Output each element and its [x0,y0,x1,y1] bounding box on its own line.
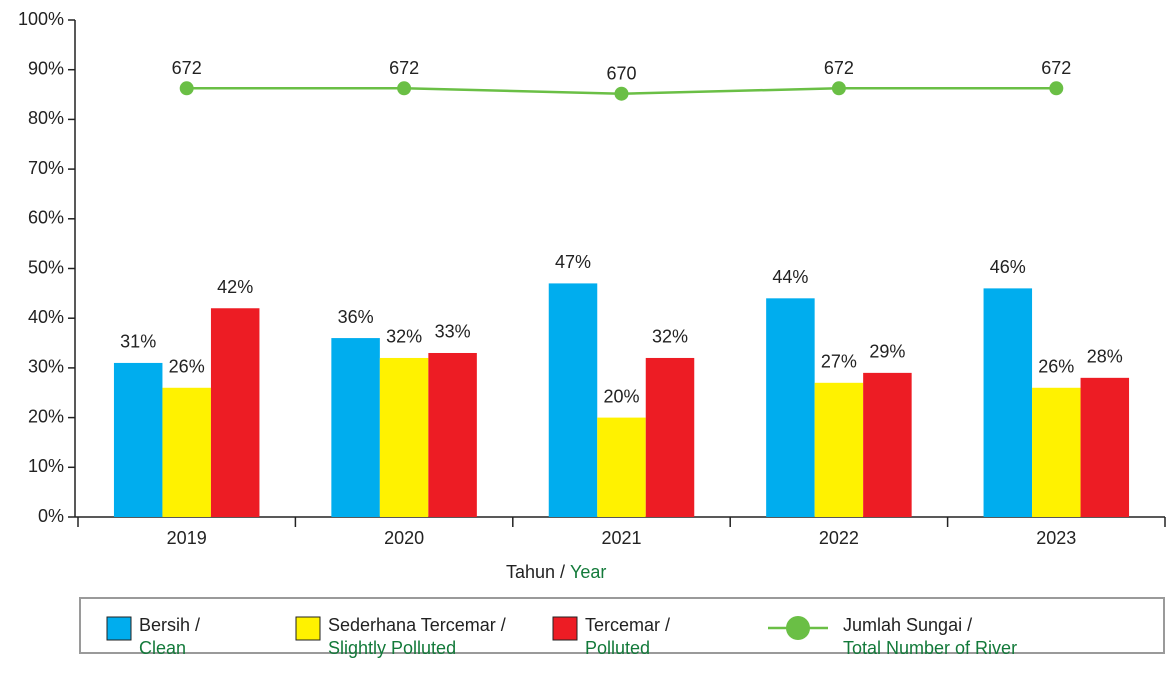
bar [548,283,598,517]
line-value-label: 672 [389,58,419,78]
y-tick-label: 50% [28,257,64,277]
x-tick-label: 2019 [167,528,207,548]
y-tick-label: 90% [28,58,64,78]
bar [645,357,695,517]
y-tick-label: 10% [28,456,64,476]
bar [814,382,864,517]
legend-label: Bersih / [139,615,200,635]
legend-label: Jumlah Sungai / [843,615,972,635]
bar [863,372,912,517]
bar [113,362,163,517]
line-value-label: 672 [824,58,854,78]
x-axis-label-translation: Year [570,562,606,582]
y-tick-label: 70% [28,158,64,178]
bar [162,387,211,517]
bar-value-label: 26% [1038,357,1074,377]
x-tick-label: 2021 [601,528,641,548]
line-point [831,81,846,96]
legend-label-translation: Slightly Polluted [328,638,456,658]
bar [1032,387,1081,517]
legend-label: Sederhana Tercemar / [328,615,506,635]
bar-value-label: 42% [217,277,253,297]
legend-marker [786,616,810,640]
line-point [1049,81,1064,96]
bar-value-label: 20% [603,386,639,406]
legend-label-translation: Total Number of River [843,638,1017,658]
bar-value-label: 47% [555,252,591,272]
line-point [179,81,194,96]
bar [379,357,429,517]
legend-swatch [106,616,132,641]
legend-label: Tercemar / [585,615,670,635]
legend-box [79,597,1165,654]
legend-swatch [552,616,578,641]
bar [766,298,815,517]
line-point [614,86,629,101]
line-value-label: 672 [172,58,202,78]
y-tick-label: 0% [38,506,64,526]
bar-value-label: 28% [1087,347,1123,367]
line-point [397,81,412,96]
y-tick-label: 20% [28,406,64,426]
bar-value-label: 36% [338,307,374,327]
x-tick-label: 2023 [1036,528,1076,548]
bar-value-label: 31% [120,332,156,352]
bar [597,417,646,517]
y-tick-label: 40% [28,307,64,327]
bar [1080,377,1130,517]
y-tick-label: 30% [28,357,64,377]
bar-value-label: 27% [821,352,857,372]
x-tick-label: 2020 [384,528,424,548]
line-value-label: 670 [606,63,636,83]
bar [331,338,380,517]
bar [983,288,1033,517]
legend-swatch [295,616,321,641]
line-value-label: 672 [1041,58,1071,78]
x-axis-label: Tahun / [506,562,565,582]
bar-value-label: 32% [386,327,422,347]
x-tick-label: 2022 [819,528,859,548]
bar-value-label: 44% [772,267,808,287]
legend-label-translation: Polluted [585,638,650,658]
bar-value-label: 29% [869,342,905,362]
bar-value-label: 26% [169,357,205,377]
bar-value-label: 32% [652,327,688,347]
bar [210,308,260,517]
bar [428,352,477,517]
y-tick-label: 100% [18,9,64,29]
y-tick-label: 60% [28,208,64,228]
y-tick-label: 80% [28,108,64,128]
legend-label-translation: Clean [139,638,186,658]
bar-value-label: 33% [435,322,471,342]
bar-value-label: 46% [990,257,1026,277]
